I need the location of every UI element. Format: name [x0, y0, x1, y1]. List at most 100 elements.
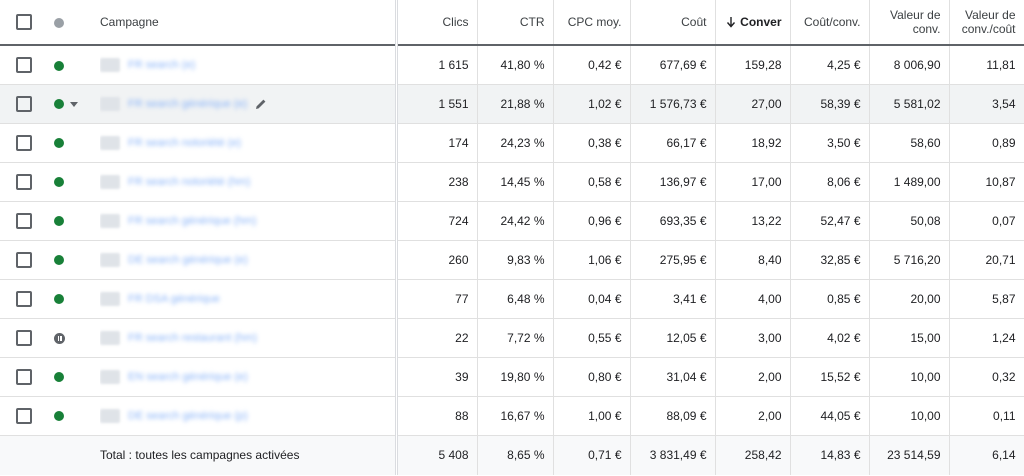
- campaign-name-link[interactable]: FR DSA générique: [128, 292, 220, 305]
- campaign-name-link[interactable]: DE search générique (p): [128, 409, 248, 422]
- row-status-cell[interactable]: [48, 84, 100, 124]
- row-status-cell[interactable]: [48, 123, 100, 163]
- campaign-name-link[interactable]: FR search (e): [128, 59, 196, 72]
- row-checkbox[interactable]: [16, 329, 32, 346]
- row-status-cell[interactable]: [48, 240, 100, 280]
- table-row[interactable]: FR search notoriété (hm) 238 14,45 % 0,58 €…: [0, 162, 1024, 202]
- cell-clics: 39: [394, 357, 477, 397]
- row-checkbox[interactable]: [16, 251, 32, 268]
- cell-valeur-cout: 5,87: [948, 279, 1024, 319]
- total-clics: 5 408: [394, 435, 477, 475]
- cell-cpc: 0,42 €: [552, 45, 630, 85]
- row-status-cell[interactable]: [48, 318, 100, 358]
- table-row[interactable]: FR search restaurant (hm) 22 7,72 % 0,55 €1…: [0, 318, 1024, 358]
- cell-cout-conv: 4,25 €: [789, 45, 869, 85]
- pencil-icon[interactable]: [255, 98, 267, 110]
- cell-cpc: 0,04 €: [552, 279, 630, 319]
- row-status-cell[interactable]: [48, 162, 100, 202]
- enabled-status-icon[interactable]: [54, 216, 64, 227]
- header-valeur-cout[interactable]: Valeur de conv./coût: [948, 0, 1024, 46]
- header-clics-label: Clics: [442, 15, 469, 29]
- cell-cout: 693,35 €: [629, 201, 715, 241]
- search-campaign-icon: [100, 58, 120, 73]
- enabled-status-icon[interactable]: [54, 99, 64, 110]
- row-checkbox[interactable]: [16, 173, 32, 190]
- total-check-cell: [0, 435, 48, 475]
- cell-clics: 1 551: [394, 84, 477, 124]
- enabled-status-icon[interactable]: [54, 177, 64, 188]
- row-checkbox[interactable]: [16, 212, 32, 229]
- table-row[interactable]: DE search générique (p) 88 16,67 % 1,00 €88…: [0, 396, 1024, 436]
- search-campaign-icon: [100, 96, 120, 111]
- status-header[interactable]: [48, 0, 100, 46]
- campaign-name-link[interactable]: FR search restaurant (hm): [128, 331, 257, 344]
- cell-cpc: 1,00 €: [552, 396, 630, 436]
- row-checkbox[interactable]: [16, 134, 32, 151]
- cell-cout-conv: 8,06 €: [789, 162, 869, 202]
- row-status-cell[interactable]: [48, 279, 100, 319]
- campaign-name-link[interactable]: FR search générique (e): [128, 97, 248, 110]
- search-campaign-icon: [100, 252, 120, 267]
- header-cout[interactable]: Coût: [629, 0, 715, 46]
- row-status-cell[interactable]: [48, 45, 100, 85]
- enabled-status-icon[interactable]: [54, 294, 64, 305]
- enabled-status-icon[interactable]: [54, 411, 64, 422]
- enabled-status-icon[interactable]: [54, 372, 64, 383]
- table-row[interactable]: FR search générique (e) 1 551 21,88 % 1,02 …: [0, 84, 1024, 124]
- cell-valeur-cout: 0,89: [948, 123, 1024, 163]
- row-checkbox[interactable]: [16, 368, 32, 385]
- cell-valeur-conv: 5 581,02: [868, 84, 949, 124]
- cell-ctr: 24,23 %: [476, 123, 553, 163]
- table-row[interactable]: EN search générique (e) 39 19,80 % 0,80 €31…: [0, 357, 1024, 397]
- total-valeur-conv: 23 514,59: [868, 435, 949, 475]
- row-checkbox[interactable]: [16, 56, 32, 73]
- table-row[interactable]: DE search générique (e) 260 9,83 % 1,06 €27…: [0, 240, 1024, 280]
- campaign-name-link[interactable]: EN search générique (e): [128, 370, 248, 383]
- row-check-cell: [0, 84, 48, 124]
- cell-valeur-cout: 20,71: [948, 240, 1024, 280]
- cell-valeur-cout: 0,32: [948, 357, 1024, 397]
- row-checkbox[interactable]: [16, 95, 32, 112]
- header-cpc[interactable]: CPC moy.: [552, 0, 630, 46]
- enabled-status-icon[interactable]: [54, 138, 64, 149]
- cell-valeur-cout: 1,24: [948, 318, 1024, 358]
- header-cout-conv-label: Coût/conv.: [804, 15, 861, 29]
- cell-conversions: 8,40: [714, 240, 790, 280]
- status-dropdown-caret-icon[interactable]: [70, 101, 78, 107]
- header-valeur-conv[interactable]: Valeur de conv.: [868, 0, 949, 46]
- header-cout-conv[interactable]: Coût/conv.: [789, 0, 869, 46]
- enabled-status-icon[interactable]: [54, 255, 64, 266]
- header-campagne-label: Campagne: [100, 15, 159, 29]
- header-clics[interactable]: Clics: [394, 0, 477, 46]
- row-checkbox[interactable]: [16, 290, 32, 307]
- row-check-cell: [0, 396, 48, 436]
- total-label: Total : toutes les campagnes activées: [100, 435, 396, 475]
- header-campagne[interactable]: Campagne: [100, 0, 396, 46]
- header-conversions[interactable]: Conver: [714, 0, 790, 46]
- row-status-cell[interactable]: [48, 396, 100, 436]
- total-cpc: 0,71 €: [552, 435, 630, 475]
- table-row[interactable]: FR search notoriété (e) 174 24,23 % 0,38 €6…: [0, 123, 1024, 163]
- select-all-checkbox[interactable]: [16, 14, 32, 30]
- paused-status-icon[interactable]: [54, 332, 65, 344]
- cell-ctr: 6,48 %: [476, 279, 553, 319]
- campaign-name-link[interactable]: FR search générique (hm): [128, 214, 257, 227]
- cell-valeur-cout: 10,87: [948, 162, 1024, 202]
- table-row[interactable]: FR DSA générique 77 6,48 % 0,04 €3,41 €4,00…: [0, 279, 1024, 319]
- table-row[interactable]: FR search générique (hm) 724 24,42 % 0,96 €…: [0, 201, 1024, 241]
- row-status-cell[interactable]: [48, 357, 100, 397]
- enabled-status-icon[interactable]: [54, 60, 64, 71]
- cell-ctr: 14,45 %: [476, 162, 553, 202]
- table-row[interactable]: FR search (e) 1 615 41,80 % 0,42 €677,69 €1…: [0, 45, 1024, 85]
- header-ctr[interactable]: CTR: [476, 0, 553, 46]
- row-campaign-cell: DE search générique (e): [100, 240, 396, 280]
- sort-down-arrow-icon: [727, 17, 736, 28]
- row-status-cell[interactable]: [48, 201, 100, 241]
- row-checkbox[interactable]: [16, 407, 32, 424]
- cell-cpc: 0,38 €: [552, 123, 630, 163]
- cell-clics: 238: [394, 162, 477, 202]
- campaign-name-link[interactable]: FR search notoriété (e): [128, 136, 242, 149]
- campaign-name-link[interactable]: FR search notoriété (hm): [128, 175, 251, 188]
- campaign-name-link[interactable]: DE search générique (e): [128, 253, 248, 266]
- cell-clics: 77: [394, 279, 477, 319]
